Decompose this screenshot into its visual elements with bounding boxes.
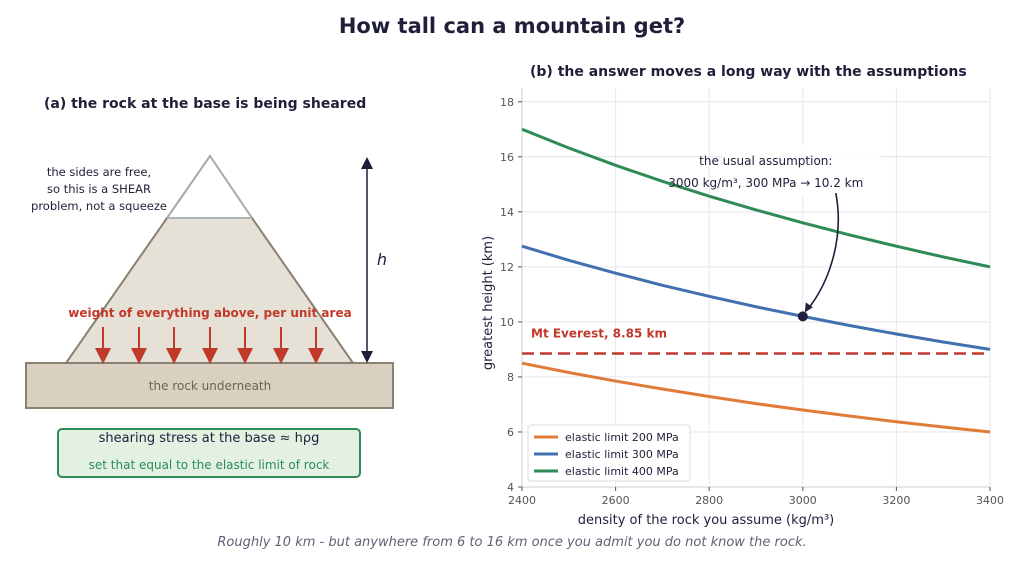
series-lines	[521, 127, 991, 434]
x-axis-label: density of the rock you assume (kg/m³)	[578, 513, 835, 528]
y-tick-label: 16	[500, 151, 514, 164]
y-tick-label: 10	[500, 316, 514, 329]
y-tick-label: 18	[500, 96, 514, 109]
y-axis-label: greatest height (km)	[481, 236, 496, 370]
x-ticks: 2400 2600 2800 3000 3200 3400	[508, 487, 1004, 507]
legend-label: elastic limit 200 MPa	[565, 431, 679, 444]
base-label: the rock underneath	[149, 379, 271, 393]
result-sub-text: set that equal to the elastic limit of r…	[88, 458, 330, 472]
y-tick-label: 4	[507, 481, 514, 494]
x-tick-label: 2600	[602, 494, 630, 507]
series-line	[521, 361, 991, 434]
y-tick-label: 8	[507, 371, 514, 384]
side-note-line-3: problem, not a squeeze	[31, 199, 167, 213]
annotation-arrow	[806, 192, 840, 311]
highlight-point	[797, 311, 808, 322]
snow-cap	[165, 154, 254, 219]
x-tick-label: 3200	[882, 494, 910, 507]
axes	[521, 88, 990, 488]
result-main-text: shearing stress at the base ≈ hρg	[98, 431, 320, 446]
y-tick-label: 12	[500, 261, 514, 274]
legend-label: elastic limit 300 MPa	[565, 448, 679, 461]
y-tick-label: 14	[500, 206, 514, 219]
legend: elastic limit 200 MPa elastic limit 300 M…	[527, 424, 691, 482]
chart-title: (b) the answer moves a long way with the…	[530, 64, 967, 80]
caption: Roughly 10 km - but anywhere from 6 to 1…	[217, 535, 807, 550]
annotation-arrowhead	[804, 302, 813, 313]
height-label: h	[377, 250, 387, 269]
series-line	[521, 244, 991, 351]
mountain-diagram: the rock underneath weight of everything…	[25, 154, 394, 409]
y-ticks: 4 6 8 10 12 14 16 18	[500, 96, 522, 494]
x-tick-label: 2800	[695, 494, 723, 507]
figure-title: How tall can a mountain get?	[338, 14, 686, 38]
annotation-background	[724, 145, 881, 195]
legend-label: elastic limit 400 MPa	[565, 465, 679, 478]
annotation-line-2: 3000 kg/m³, 300 MPa → 10.2 km	[668, 176, 863, 190]
legend-box	[527, 424, 691, 482]
series-line	[521, 127, 991, 269]
x-tick-label: 3400	[976, 494, 1004, 507]
side-note-line-1: the sides are free,	[46, 165, 152, 179]
x-tick-label: 2400	[508, 494, 536, 507]
result-box	[57, 428, 361, 478]
side-note: the sides are free, so this is a SHEAR p…	[24, 164, 174, 215]
height-vs-density-chart: 2400 2600 2800 3000 3200 3400 4 6 8 10 12 14 16 18 M…	[481, 88, 1004, 528]
side-note-line-2: so this is a SHEAR	[47, 182, 151, 196]
x-tick-label: 3000	[789, 494, 817, 507]
weight-arrows	[95, 327, 324, 364]
reference-layer: Mt Everest, 8.85 km	[522, 327, 990, 355]
weight-label: weight of everything above, per unit are…	[68, 306, 351, 320]
everest-label: Mt Everest, 8.85 km	[531, 327, 667, 341]
annotation-layer: the usual assumption: 3000 kg/m³, 300 MPa…	[668, 145, 881, 322]
panel-a-title: (a) the rock at the base is being sheare…	[44, 96, 367, 112]
annotation-line-1: the usual assumption:	[699, 154, 832, 168]
y-tick-label: 6	[507, 426, 514, 439]
